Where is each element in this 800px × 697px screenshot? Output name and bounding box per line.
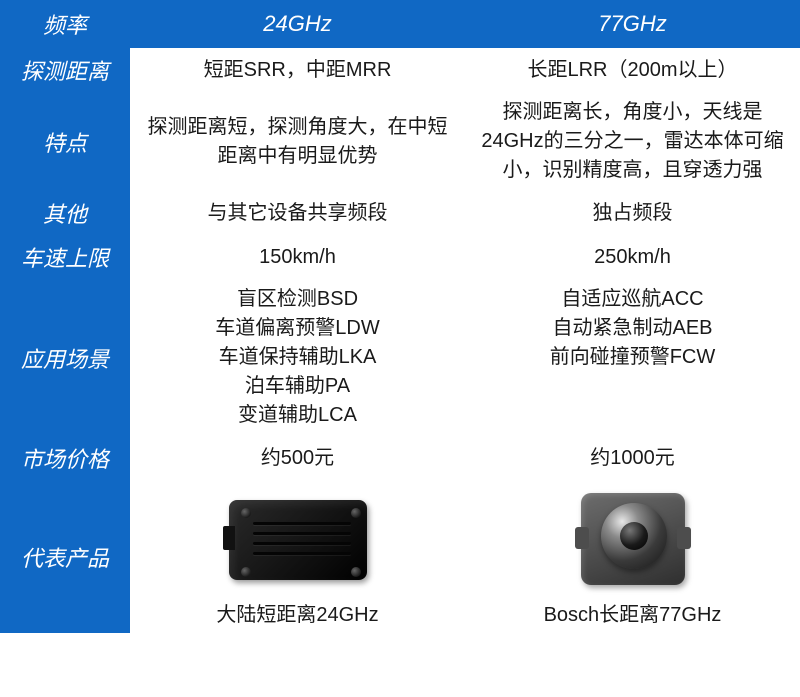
continental-radar-icon [223, 492, 373, 587]
header-row: 频率 24GHz 77GHz [0, 0, 800, 48]
label-product: 代表产品 [0, 480, 130, 633]
cell-detect-range-24: 短距SRR，中距MRR [130, 48, 465, 92]
label-other: 其他 [0, 191, 130, 235]
row-features: 特点 探测距离短，探测角度大，在中短距离中有明显优势 探测距离长，角度小，天线是… [0, 92, 800, 191]
label-features: 特点 [0, 92, 130, 191]
product-caption-77: Bosch长距离77GHz [475, 598, 790, 627]
cell-features-24: 探测距离短，探测角度大，在中短距离中有明显优势 [130, 92, 465, 191]
cell-product-24: 大陆短距离24GHz [130, 480, 465, 633]
cell-apps-77: 自适应巡航ACC 自动紧急制动AEB 前向碰撞预警FCW [465, 279, 800, 436]
row-product: 代表产品 大陆短距离24GHz [0, 480, 800, 633]
product-caption-24: 大陆短距离24GHz [140, 598, 455, 627]
header-24ghz: 24GHz [130, 0, 465, 48]
product-image-24ghz [140, 484, 455, 594]
cell-detect-range-77: 长距LRR（200m以上） [465, 48, 800, 92]
radar-comparison-table: 频率 24GHz 77GHz 探测距离 短距SRR，中距MRR 长距LRR（20… [0, 0, 800, 633]
label-applications: 应用场景 [0, 279, 130, 436]
bosch-radar-icon [573, 487, 693, 592]
cell-product-77: Bosch长距离77GHz [465, 480, 800, 633]
cell-apps-24: 盲区检测BSD 车道偏离预警LDW 车道保持辅助LKA 泊车辅助PA 变道辅助L… [130, 279, 465, 436]
cell-features-77: 探测距离长，角度小，天线是24GHz的三分之一，雷达本体可缩小，识别精度高，且穿… [465, 92, 800, 191]
row-price: 市场价格 约500元 约1000元 [0, 436, 800, 480]
row-speed-limit: 车速上限 150km/h 250km/h [0, 235, 800, 279]
cell-other-24: 与其它设备共享频段 [130, 191, 465, 235]
cell-speed-24: 150km/h [130, 235, 465, 279]
label-price: 市场价格 [0, 436, 130, 480]
row-detect-range: 探测距离 短距SRR，中距MRR 长距LRR（200m以上） [0, 48, 800, 92]
header-77ghz: 77GHz [465, 0, 800, 48]
row-applications: 应用场景 盲区检测BSD 车道偏离预警LDW 车道保持辅助LKA 泊车辅助PA … [0, 279, 800, 436]
cell-price-24: 约500元 [130, 436, 465, 480]
label-detect-range: 探测距离 [0, 48, 130, 92]
product-image-77ghz [475, 484, 790, 594]
header-frequency-label: 频率 [0, 0, 130, 48]
row-other: 其他 与其它设备共享频段 独占频段 [0, 191, 800, 235]
label-speed-limit: 车速上限 [0, 235, 130, 279]
cell-other-77: 独占频段 [465, 191, 800, 235]
cell-speed-77: 250km/h [465, 235, 800, 279]
cell-price-77: 约1000元 [465, 436, 800, 480]
